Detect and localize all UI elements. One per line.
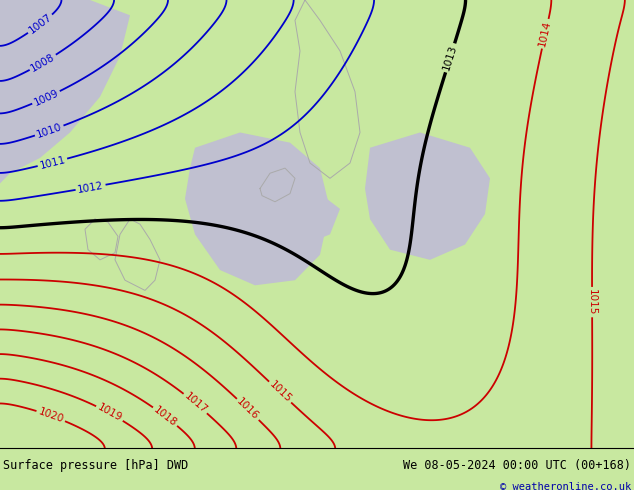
Text: 1010: 1010	[36, 122, 63, 140]
Text: 1015: 1015	[587, 289, 597, 316]
Text: 1018: 1018	[152, 404, 179, 428]
Text: 1016: 1016	[235, 396, 261, 422]
Text: Surface pressure [hPa] DWD: Surface pressure [hPa] DWD	[3, 459, 188, 471]
Text: 1017: 1017	[182, 391, 209, 416]
Text: 1007: 1007	[27, 12, 54, 36]
Text: 1015: 1015	[267, 379, 293, 405]
Text: © weatheronline.co.uk: © weatheronline.co.uk	[500, 482, 631, 490]
Polygon shape	[280, 194, 340, 245]
Text: 1014: 1014	[538, 20, 553, 48]
Text: 1012: 1012	[77, 180, 105, 195]
Text: 1008: 1008	[29, 51, 57, 74]
Text: 1019: 1019	[96, 402, 124, 424]
Text: 1009: 1009	[32, 88, 60, 108]
Polygon shape	[185, 132, 330, 285]
Text: We 08-05-2024 00:00 UTC (00+168): We 08-05-2024 00:00 UTC (00+168)	[403, 459, 631, 471]
Text: 1011: 1011	[39, 154, 67, 171]
Polygon shape	[365, 132, 490, 260]
Polygon shape	[0, 0, 130, 183]
Text: 1020: 1020	[37, 407, 65, 425]
Text: 1013: 1013	[441, 44, 459, 72]
